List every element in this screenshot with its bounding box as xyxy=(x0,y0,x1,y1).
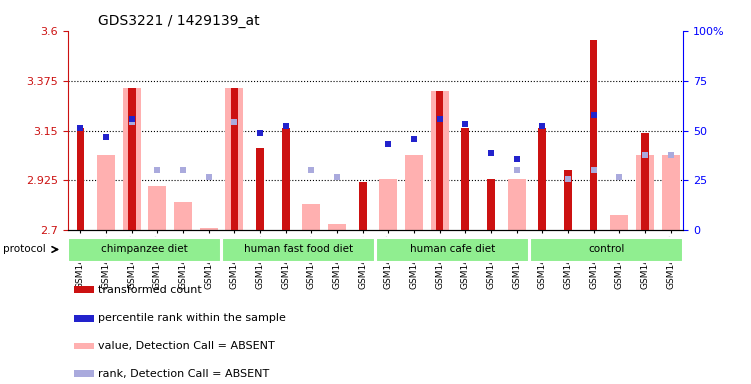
Bar xyxy=(530,238,683,262)
Bar xyxy=(461,128,469,230)
Bar xyxy=(231,88,238,230)
Text: percentile rank within the sample: percentile rank within the sample xyxy=(98,313,285,323)
Bar xyxy=(538,128,546,230)
Bar xyxy=(379,179,397,230)
Text: rank, Detection Call = ABSENT: rank, Detection Call = ABSENT xyxy=(98,369,269,379)
Bar xyxy=(590,40,598,230)
Bar xyxy=(359,182,366,230)
Bar xyxy=(256,148,264,230)
Bar xyxy=(303,204,321,230)
Bar xyxy=(77,128,84,230)
Bar xyxy=(122,88,140,230)
Text: chimpanzee diet: chimpanzee diet xyxy=(101,245,188,255)
Bar xyxy=(641,133,649,230)
Bar xyxy=(282,128,290,230)
Bar xyxy=(200,228,218,230)
Bar xyxy=(430,91,448,230)
Bar xyxy=(74,315,94,322)
Bar xyxy=(74,343,94,349)
Bar xyxy=(564,170,572,230)
Bar xyxy=(405,155,423,230)
Text: control: control xyxy=(588,245,625,255)
Bar xyxy=(149,186,167,230)
Bar xyxy=(328,224,346,230)
Bar xyxy=(436,91,444,230)
Bar xyxy=(97,155,115,230)
Bar xyxy=(636,155,654,230)
Bar xyxy=(222,238,375,262)
Bar xyxy=(662,155,680,230)
Text: human cafe diet: human cafe diet xyxy=(410,245,495,255)
Bar xyxy=(487,179,495,230)
Text: transformed count: transformed count xyxy=(98,285,201,295)
Bar xyxy=(74,286,94,293)
Bar xyxy=(508,179,526,230)
Text: protocol: protocol xyxy=(4,245,46,255)
Text: GDS3221 / 1429139_at: GDS3221 / 1429139_at xyxy=(98,14,260,28)
Bar xyxy=(68,238,221,262)
Bar xyxy=(128,88,136,230)
Bar xyxy=(376,238,529,262)
Bar xyxy=(174,202,192,230)
Text: human fast food diet: human fast food diet xyxy=(244,245,353,255)
Bar xyxy=(74,370,94,377)
Text: value, Detection Call = ABSENT: value, Detection Call = ABSENT xyxy=(98,341,275,351)
Bar xyxy=(225,88,243,230)
Bar xyxy=(611,215,629,230)
